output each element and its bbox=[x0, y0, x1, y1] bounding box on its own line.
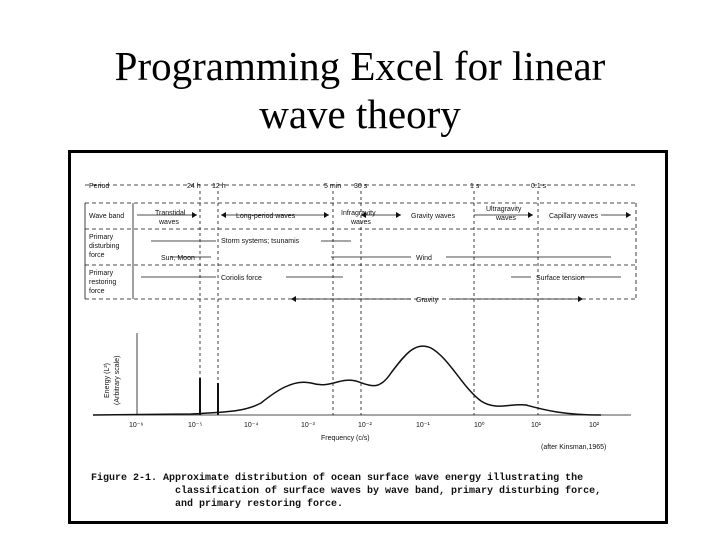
source-credit: (after Kinsman,1965) bbox=[541, 444, 606, 451]
x-axis-label: Frequency (c/s) bbox=[321, 435, 370, 442]
figure-frame: Period 24 h 12 h 5 min 30 s 1 s 0.1 s Wa… bbox=[68, 150, 668, 524]
band-infragravity-2: waves bbox=[350, 219, 371, 226]
restoring-gravity: Gravity bbox=[416, 297, 439, 304]
row-label-restoring-1: Primary bbox=[89, 270, 114, 277]
x-tick-1e-6: 10⁻⁶ bbox=[129, 422, 143, 429]
row-label-wave-band: Wave band bbox=[89, 213, 124, 220]
caption-line-2: classification of surface waves by wave … bbox=[175, 485, 601, 497]
disturbing-wind: Wind bbox=[416, 255, 432, 262]
caption-line-3: and primary restoring force. bbox=[175, 498, 343, 510]
band-long-period: Long-period waves bbox=[236, 213, 296, 220]
y-axis-label-1: Energy (L²) bbox=[104, 363, 111, 398]
restoring-surface-tension: Surface tension bbox=[536, 275, 585, 282]
row-label-disturbing-1: Primary bbox=[89, 234, 114, 241]
y-axis-label-2: (Arbitrary scale) bbox=[114, 356, 121, 405]
period-mark-24h: 24 h bbox=[187, 183, 201, 190]
row-label-restoring-2: restoring bbox=[89, 279, 116, 286]
restoring-coriolis: Coriolis force bbox=[221, 275, 262, 282]
x-tick-1e-2: 10⁻² bbox=[358, 422, 372, 429]
x-tick-1e-1: 10⁻¹ bbox=[416, 422, 430, 429]
period-mark-1s: 1 s bbox=[470, 183, 480, 190]
period-mark-5min: 5 min bbox=[324, 183, 341, 190]
disturbing-storm: Storm systems; tsunamis bbox=[221, 238, 300, 245]
band-gravity: Gravity waves bbox=[411, 213, 455, 220]
band-capillary: Capillary waves bbox=[549, 213, 599, 220]
wave-energy-diagram: Period 24 h 12 h 5 min 30 s 1 s 0.1 s Wa… bbox=[84, 183, 637, 510]
x-tick-1e-3: 10⁻³ bbox=[301, 422, 315, 429]
row-label-disturbing-3: force bbox=[89, 252, 105, 259]
x-tick-1e2: 10² bbox=[589, 422, 600, 429]
band-transtidal-2: waves bbox=[158, 219, 179, 226]
row-label-disturbing-2: disturbing bbox=[89, 243, 119, 250]
slide-title-line-2: wave theory bbox=[259, 91, 461, 137]
slide-title-line-1: Programming Excel for linear bbox=[114, 43, 606, 89]
period-label: Period bbox=[89, 183, 109, 190]
row-label-restoring-3: force bbox=[89, 288, 105, 295]
period-mark-01s: 0.1 s bbox=[531, 183, 547, 190]
band-ultragravity-2: waves bbox=[495, 215, 516, 222]
period-mark-12h: 12 h bbox=[212, 183, 226, 190]
band-infragravity-1: Infragravity bbox=[341, 210, 376, 217]
band-ultragravity-1: Ultragravity bbox=[486, 206, 522, 213]
x-tick-1e-4: 10⁻⁴ bbox=[244, 422, 259, 429]
x-tick-1e1: 10¹ bbox=[531, 422, 542, 429]
period-mark-30s: 30 s bbox=[354, 183, 368, 190]
caption-line-1: Figure 2-1. Approximate distribution of … bbox=[91, 472, 583, 484]
x-tick-1e0: 10⁰ bbox=[474, 421, 485, 429]
slide-title: Programming Excel for linear wave theory bbox=[0, 42, 720, 138]
band-transtidal-1: Transtidal bbox=[155, 210, 186, 217]
x-tick-1e-5: 10⁻⁵ bbox=[188, 422, 202, 429]
wave-band-arrowheads bbox=[192, 212, 631, 302]
disturbing-sun-moon: Sun, Moon bbox=[161, 255, 195, 262]
